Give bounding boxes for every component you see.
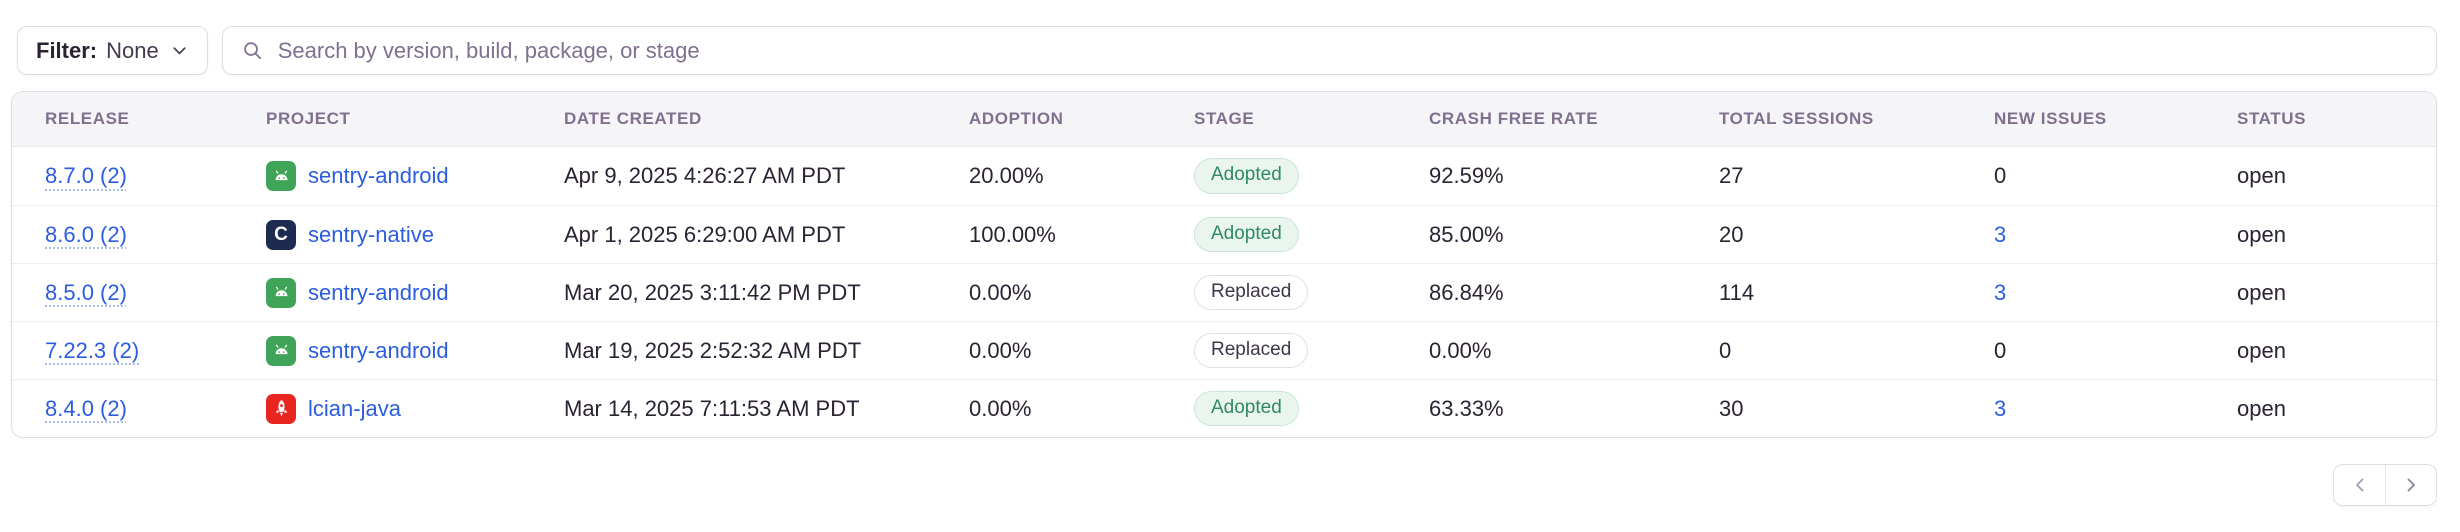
table-row: 7.22.3 (2) sentry-android Mar 19, 2025 2… (12, 321, 2436, 379)
total-sessions-value: 114 (1719, 279, 1755, 305)
release-link[interactable]: 8.6.0 (2) (45, 221, 127, 247)
release-link[interactable]: 7.22.3 (2) (45, 337, 140, 363)
total-sessions-value: 27 (1719, 163, 1744, 188)
status-value: open (2237, 221, 2286, 247)
filter-dropdown-button[interactable]: Filter: None (17, 26, 208, 75)
search-icon (243, 42, 261, 60)
total-sessions-value: 30 (1719, 395, 1744, 421)
project-link[interactable]: lcian-java (308, 395, 401, 421)
table-body: 8.7.0 (2) sentry-android Apr 9, 2025 4:2… (12, 147, 2436, 437)
status-value: open (2237, 337, 2286, 363)
filter-label: Filter: (36, 37, 98, 63)
project-link[interactable]: sentry-native (308, 221, 434, 247)
native-platform-icon: C (266, 219, 296, 250)
previous-page-button[interactable] (2334, 465, 2385, 505)
crash-free-rate-value: 0.00% (1429, 337, 1492, 363)
status-value: open (2237, 395, 2286, 421)
project-link[interactable]: sentry-android (308, 279, 449, 305)
project-link[interactable]: sentry-android (308, 163, 449, 188)
stage-badge: Adopted (1194, 390, 1299, 427)
table-header-row: RELEASE PROJECT DATE CREATED ADOPTION ST… (12, 92, 2436, 147)
column-header-status: STATUS (2237, 109, 2307, 128)
adoption-value: 100.00% (969, 221, 1056, 247)
android-platform-icon (266, 161, 296, 191)
releases-table: RELEASE PROJECT DATE CREATED ADOPTION ST… (11, 91, 2437, 438)
column-header-new-issues: NEW ISSUES (1994, 109, 2107, 128)
search-input[interactable] (275, 36, 2418, 65)
column-header-date-created: DATE CREATED (564, 109, 702, 128)
release-link[interactable]: 8.5.0 (2) (45, 279, 127, 305)
adoption-value: 0.00% (969, 337, 1032, 363)
column-header-release: RELEASE (45, 109, 130, 128)
next-page-button[interactable] (2385, 465, 2436, 505)
stage-badge: Adopted (1194, 216, 1299, 253)
filter-value: None (106, 37, 159, 63)
date-created-value: Apr 9, 2025 4:26:27 AM PDT (564, 163, 846, 188)
crash-free-rate-value: 85.00% (1429, 221, 1504, 247)
chevron-left-icon (2355, 478, 2363, 492)
date-created-value: Mar 14, 2025 7:11:53 AM PDT (564, 395, 860, 421)
stage-badge: Replaced (1194, 274, 1309, 311)
status-value: open (2237, 163, 2286, 188)
stage-badge: Replaced (1194, 332, 1309, 369)
date-created-value: Mar 20, 2025 3:11:42 PM PDT (564, 279, 861, 305)
adoption-value: 0.00% (969, 395, 1032, 421)
android-platform-icon (266, 277, 296, 308)
release-link[interactable]: 8.7.0 (2) (45, 163, 127, 188)
column-header-adoption: ADOPTION (969, 109, 1064, 128)
chevron-right-icon (2407, 478, 2415, 492)
new-issues-count: 0 (1994, 337, 2007, 363)
column-header-total-sessions: TOTAL SESSIONS (1719, 109, 1874, 128)
date-created-value: Apr 1, 2025 6:29:00 AM PDT (564, 221, 846, 247)
adoption-value: 20.00% (969, 163, 1044, 188)
column-header-crash-free-rate: CRASH FREE RATE (1429, 109, 1599, 128)
adoption-value: 0.00% (969, 279, 1032, 305)
crash-free-rate-value: 92.59% (1429, 163, 1504, 188)
release-link[interactable]: 8.4.0 (2) (45, 395, 127, 421)
crash-free-rate-value: 63.33% (1429, 395, 1504, 421)
date-created-value: Mar 19, 2025 2:52:32 AM PDT (564, 337, 862, 363)
column-header-stage: STAGE (1194, 109, 1255, 128)
column-header-project: PROJECT (266, 109, 351, 128)
new-issues-count[interactable]: 3 (1994, 279, 2007, 305)
table-row: 8.4.0 (2) lcian-java Mar 14, 2025 7:11:5… (12, 379, 2436, 437)
pagination (0, 464, 2437, 506)
java-platform-icon (266, 393, 296, 424)
toolbar: Filter: None (17, 26, 2437, 75)
crash-free-rate-value: 86.84% (1429, 279, 1504, 305)
table-row: 8.7.0 (2) sentry-android Apr 9, 2025 4:2… (12, 147, 2436, 205)
stage-badge: Adopted (1194, 158, 1299, 194)
status-value: open (2237, 279, 2286, 305)
project-link[interactable]: sentry-android (308, 337, 449, 363)
total-sessions-value: 0 (1719, 337, 1732, 363)
total-sessions-value: 20 (1719, 221, 1744, 247)
search-bar[interactable] (221, 26, 2437, 75)
chevron-down-icon (173, 47, 186, 55)
android-platform-icon (266, 335, 296, 366)
new-issues-count[interactable]: 3 (1994, 395, 2007, 421)
table-row: 8.5.0 (2) sentry-android Mar 20, 2025 3:… (12, 263, 2436, 321)
table-row: 8.6.0 (2) C sentry-native Apr 1, 2025 6:… (12, 205, 2436, 263)
new-issues-count[interactable]: 3 (1994, 221, 2007, 247)
new-issues-count: 0 (1994, 163, 2007, 188)
